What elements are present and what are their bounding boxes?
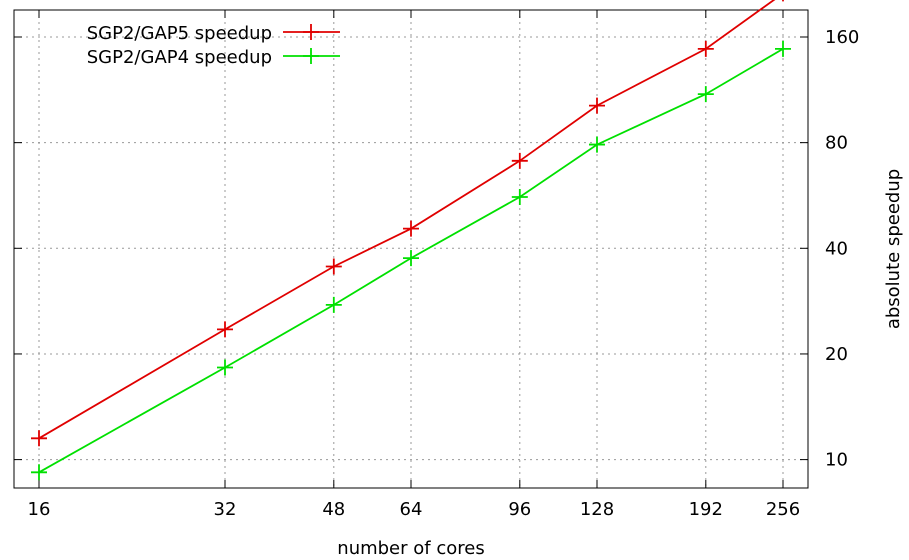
data-point: [697, 86, 714, 103]
data-point: [31, 430, 47, 447]
y-tick-label: 10: [825, 450, 848, 471]
data-point: [589, 97, 605, 114]
x-axis-label: number of cores: [337, 538, 484, 559]
legend-label: SGP2/GAP5 speedup: [87, 23, 272, 44]
x-tick-label: 32: [214, 499, 237, 520]
legend-label: SGP2/GAP4 speedup: [87, 47, 272, 68]
series-line: [38, 0, 776, 440]
y-tick-label: 80: [825, 133, 848, 154]
data-point: [782, 0, 784, 2]
x-tick-label: 192: [689, 499, 723, 520]
data-point: [217, 359, 233, 376]
x-tick-label: 96: [508, 499, 531, 520]
x-tick-label: 16: [28, 499, 51, 520]
data-point: [511, 152, 528, 169]
series: [31, 0, 791, 481]
legend-marker: [303, 48, 319, 64]
data-point: [403, 250, 419, 267]
x-tick-label: 64: [400, 499, 423, 520]
data-point: [775, 40, 791, 57]
data-point: [217, 321, 233, 338]
data-point: [589, 136, 605, 153]
data-point: [697, 40, 714, 57]
y-axis-label: absolute speedup: [883, 169, 904, 329]
data-point: [325, 258, 342, 275]
grid: [14, 10, 808, 488]
axis-ticks: 16 32 48 64 96 128 192 256 10 20 40 80 160: [14, 10, 859, 520]
x-tick-label: 256: [766, 499, 800, 520]
data-point: [31, 464, 47, 481]
series-line: [38, 48, 784, 474]
data-point: [325, 296, 342, 313]
plot-frame: [13, 9, 809, 489]
data-point: [511, 189, 528, 206]
y-tick-label: 160: [825, 27, 859, 48]
legend-marker: [303, 24, 319, 40]
y-tick-label: 40: [825, 238, 848, 259]
x-tick-label: 128: [580, 499, 614, 520]
legend: SGP2/GAP5 speedup SGP2/GAP4 speedup: [87, 23, 340, 68]
data-point: [403, 220, 419, 237]
y-tick-label: 20: [825, 344, 848, 365]
x-tick-label: 48: [322, 499, 345, 520]
